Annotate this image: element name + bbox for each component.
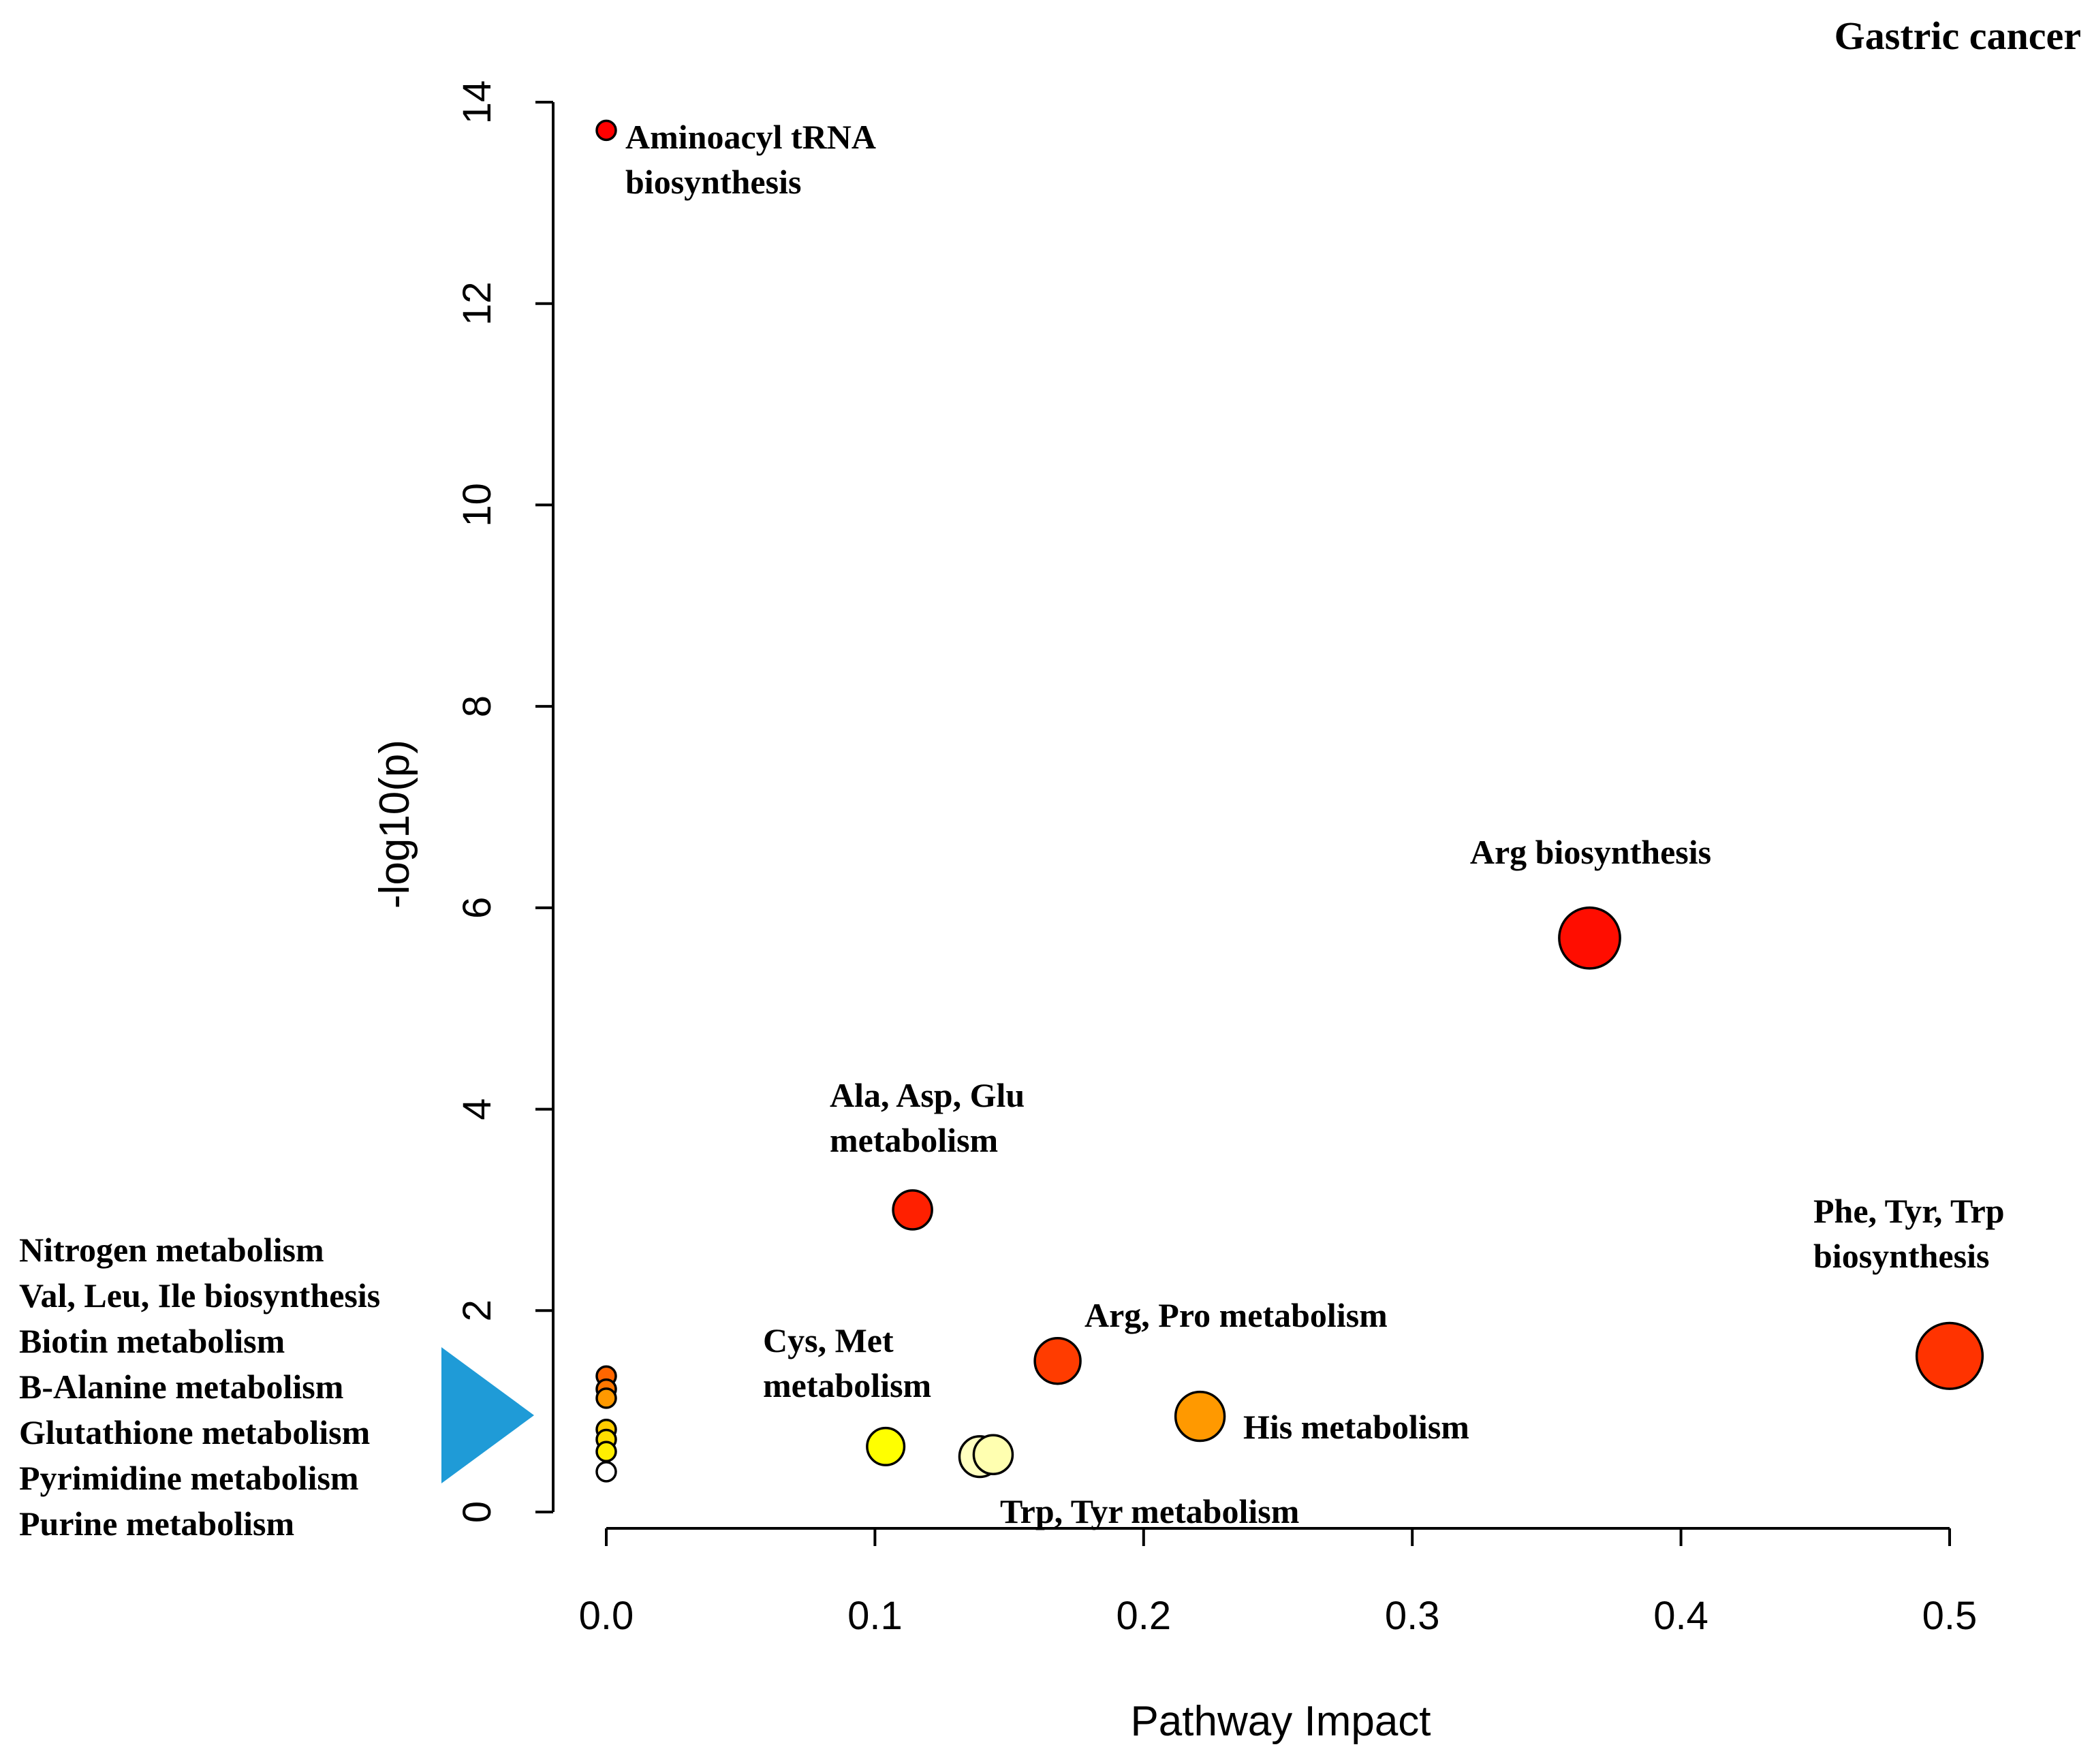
x-tick-label: 0.5 [1922, 1594, 1978, 1638]
y-tick-label: 6 [455, 897, 499, 919]
annotation-label: Cys, Met [763, 1321, 894, 1359]
y-tick-label: 8 [455, 695, 499, 717]
y-axis-label: -log10(p) [371, 740, 418, 909]
data-points: Phe, Tyr, Trp biosynthesis Arg biosynthes… [595, 119, 1984, 1483]
side-list-item: Glutathione metabolism [19, 1413, 370, 1451]
x-tick-label: 0.2 [1116, 1594, 1171, 1638]
side-list-item: Nitrogen metabolism [19, 1231, 324, 1269]
side-list-item: Val, Leu, Ile biosynthesis [19, 1276, 380, 1314]
annotation-label: Aminoacyl tRNA [625, 118, 876, 156]
data-point: His metabolism [1174, 1390, 1226, 1443]
axes: 0.0 0.1 0.2 0.3 0.4 0.5 0 2 4 6 8 10 12 14 [455, 80, 1977, 1638]
x-axis-label: Pathway Impact [1130, 1698, 1431, 1745]
x-tick-label: 0.1 [847, 1594, 903, 1638]
y-tick-label: 12 [455, 281, 499, 326]
annotation-label: Phe, Tyr, Trp [1813, 1192, 2005, 1230]
x-tick-label: 0.4 [1653, 1594, 1708, 1638]
annotation-label: Arg, Pro metabolism [1084, 1296, 1388, 1334]
data-point: Biotin metabolism [595, 1387, 617, 1409]
x-tick-label: 0.0 [579, 1594, 634, 1638]
annotation-label: Trp, Tyr metabolism [1000, 1492, 1299, 1530]
annotation-label: Arg biosynthesis [1470, 833, 1711, 871]
side-list-item: Pyrimidine metabolism [19, 1459, 359, 1497]
data-point: Phe, Tyr, Trp biosynthesis [1915, 1321, 1984, 1390]
data-point: Pyrimidine metabolism [595, 1440, 617, 1463]
y-tick-label: 14 [455, 80, 499, 125]
annotation-label: Ala, Asp, Glu [830, 1076, 1025, 1114]
data-point: Arg biosynthesis [1558, 906, 1621, 970]
side-list-item: Biotin metabolism [19, 1322, 285, 1360]
annotation-label: biosynthesis [1813, 1237, 1989, 1275]
pointer-arrow-icon [441, 1347, 534, 1483]
data-point: Cys, Met metabolism [866, 1426, 906, 1466]
data-point: Purine metabolism [595, 1461, 617, 1483]
y-tick-label: 2 [455, 1300, 499, 1321]
data-point: Aminoacyl tRNA biosynthesis [595, 119, 617, 142]
data-point: Trp metabolism [972, 1434, 1014, 1475]
data-point: Arg, Pro metabolism [1033, 1336, 1082, 1385]
annotation-label: metabolism [763, 1366, 931, 1404]
data-point: Ala, Asp, Glu metabolism [892, 1189, 933, 1231]
side-pathway-list: Nitrogen metabolism Val, Leu, Ile biosynt… [19, 1231, 534, 1543]
chart-title: Gastric cancer [1835, 14, 2081, 58]
side-list-item: Purine metabolism [19, 1505, 294, 1543]
y-tick-label: 4 [455, 1098, 499, 1120]
point-annotations: Aminoacyl tRNA biosynthesis Arg biosynthes… [625, 118, 2005, 1530]
y-tick-label: 10 [455, 483, 499, 527]
annotation-label: biosynthesis [625, 163, 801, 201]
y-tick-label: 0 [455, 1501, 499, 1523]
annotation-label: His metabolism [1243, 1408, 1469, 1446]
x-tick-label: 0.3 [1385, 1594, 1440, 1638]
side-list-item: B-Alanine metabolism [19, 1368, 343, 1406]
annotation-label: metabolism [830, 1121, 998, 1159]
